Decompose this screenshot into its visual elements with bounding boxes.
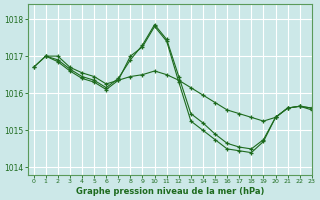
X-axis label: Graphe pression niveau de la mer (hPa): Graphe pression niveau de la mer (hPa) bbox=[76, 187, 264, 196]
